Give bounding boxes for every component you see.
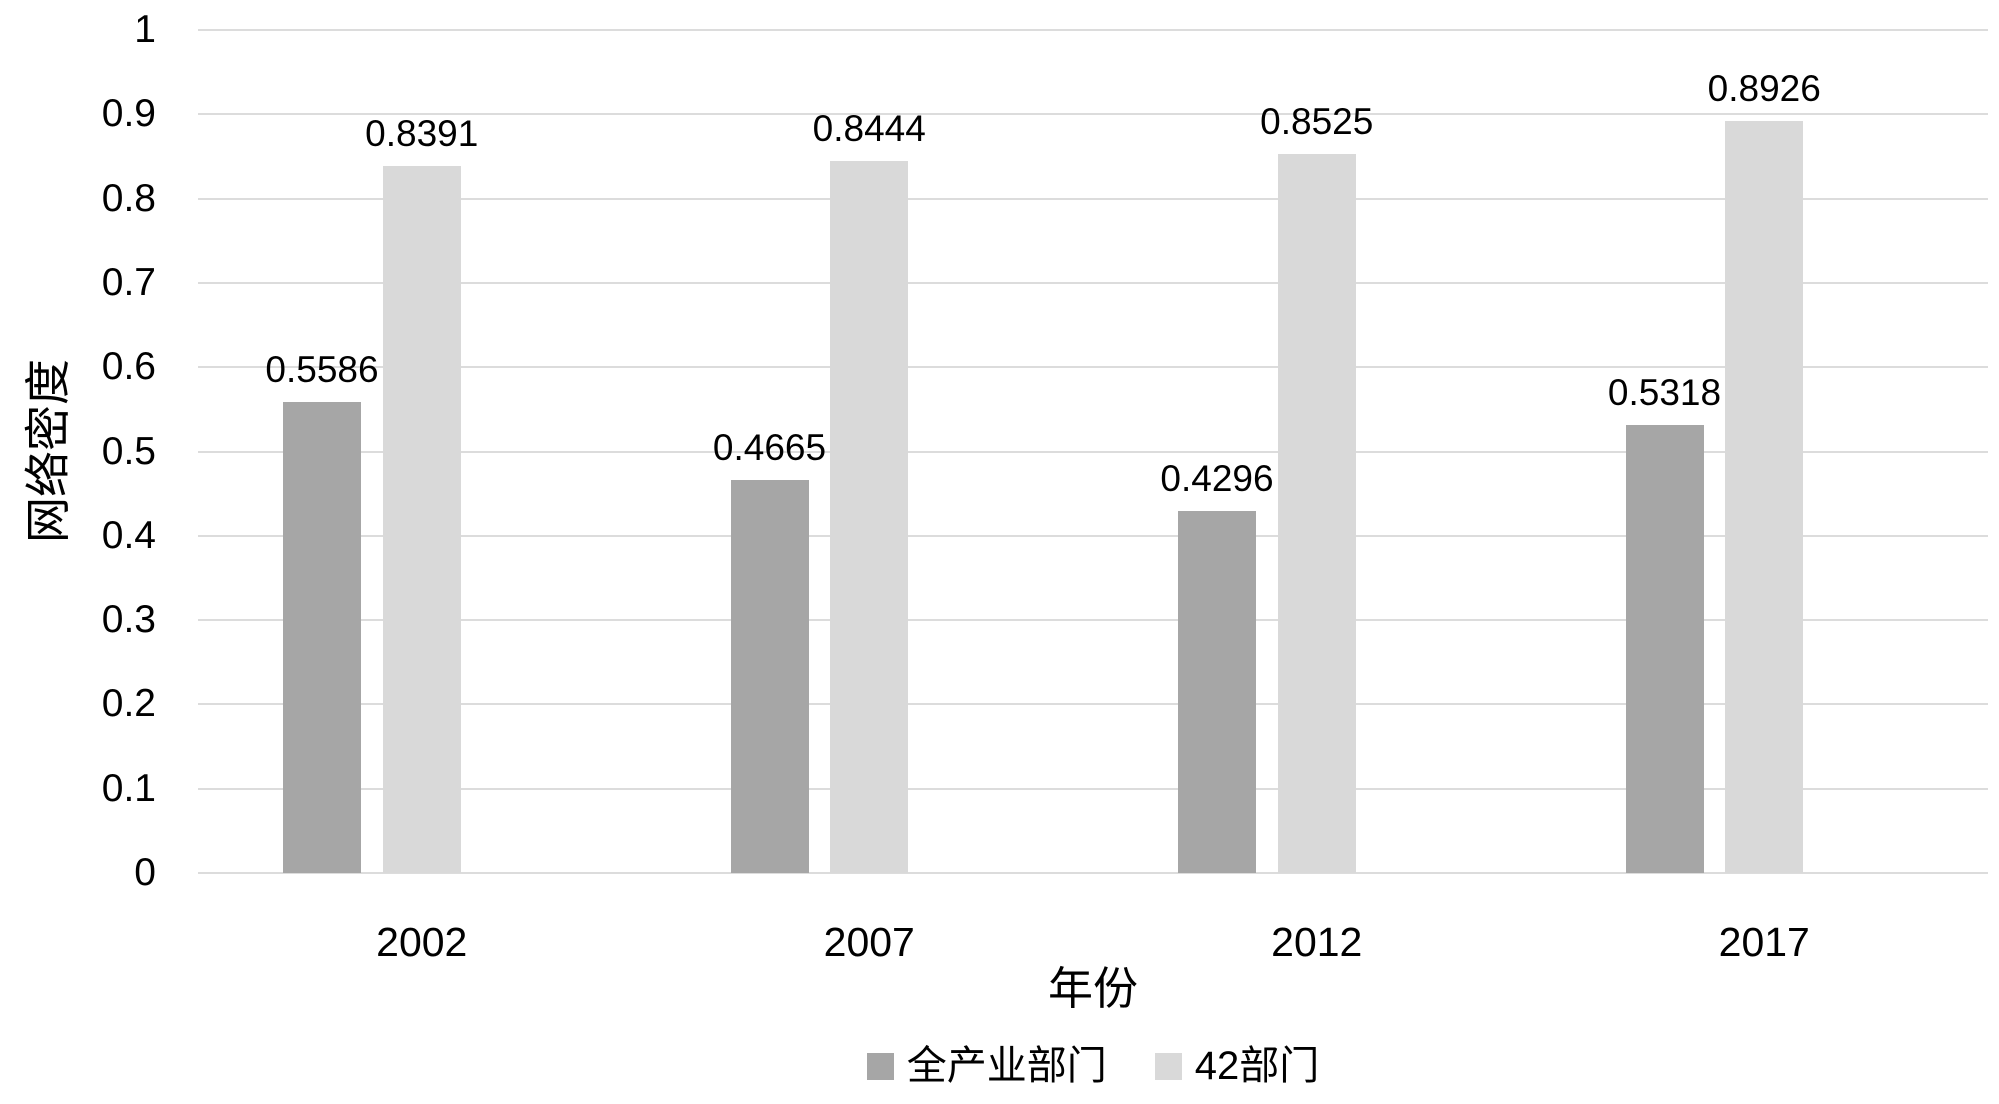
data-label-42部门-2012: 0.8525 (1260, 101, 1374, 143)
gridline-y-0.4 (198, 534, 1988, 537)
y-tick-label-0: 0 (134, 851, 156, 894)
x-axis-title: 年份 (1047, 963, 1138, 1014)
gridline-y-0.9 (198, 113, 1988, 116)
y-tick-label-0.4: 0.4 (101, 513, 156, 557)
data-label-42部门-2007: 0.8444 (812, 108, 926, 150)
x-tick-label-2017: 2017 (1718, 919, 1810, 965)
data-label-全产业部门-2017: 0.5318 (1607, 371, 1722, 413)
gridline-y-0 (198, 872, 1988, 874)
y-tick-label-0.2: 0.2 (101, 682, 156, 726)
data-label-42部门-2017: 0.8926 (1707, 67, 1821, 109)
legend-swatch-icon (1154, 1052, 1182, 1080)
gridline-y-0.1 (198, 787, 1988, 790)
y-tick-label-0.9: 0.9 (101, 92, 156, 136)
x-tick-label-2007: 2007 (823, 919, 915, 965)
gridline-y-0.5 (198, 450, 1988, 453)
y-tick-label-0.1: 0.1 (101, 766, 156, 810)
bar-42部门-2017 (1725, 120, 1804, 873)
y-tick-label-1: 1 (134, 8, 156, 51)
bar-全产业部门-2012 (1178, 510, 1256, 873)
bar-全产业部门-2007 (730, 479, 809, 873)
y-tick-label-0.5: 0.5 (101, 429, 156, 473)
legend-item-42部门: 42部门 (1154, 1040, 1320, 1092)
bar-42部门-2002 (382, 165, 461, 873)
data-label-42部门-2002: 0.8391 (365, 112, 479, 154)
y-tick-label-0.7: 0.7 (101, 260, 156, 304)
y-tick-label-0.8: 0.8 (101, 176, 156, 220)
bar-42部门-2007 (830, 161, 909, 873)
bar-全产业部门-2002 (283, 402, 361, 873)
legend-label: 全产业部门 (906, 1044, 1107, 1088)
y-axis-title: 网络密度 (22, 359, 74, 543)
x-tick-label-2012: 2012 (1271, 919, 1363, 965)
gridline-y-0.8 (198, 197, 1988, 200)
legend-label: 42部门 (1194, 1044, 1320, 1088)
data-label-全产业部门-2002: 0.5586 (265, 349, 379, 391)
gridline-y-0.6 (198, 366, 1988, 369)
gridline-y-0.3 (198, 619, 1988, 622)
y-tick-label-0.3: 0.3 (101, 598, 156, 642)
gridline-y-0.2 (198, 703, 1988, 706)
x-tick-label-2002: 2002 (376, 919, 468, 965)
bar-42部门-2012 (1277, 154, 1356, 873)
legend: 全产业部门 42部门 (198, 1040, 1988, 1092)
bar-全产业部门-2017 (1625, 424, 1704, 873)
data-label-全产业部门-2007: 0.4665 (712, 426, 827, 468)
legend-item-全产业部门: 全产业部门 (866, 1040, 1107, 1092)
data-label-全产业部门-2012: 0.4296 (1160, 457, 1274, 499)
gridline-y-1 (198, 29, 1988, 31)
legend-swatch-icon (866, 1052, 894, 1080)
gridline-y-0.7 (198, 281, 1988, 284)
y-tick-label-0.6: 0.6 (101, 345, 156, 389)
